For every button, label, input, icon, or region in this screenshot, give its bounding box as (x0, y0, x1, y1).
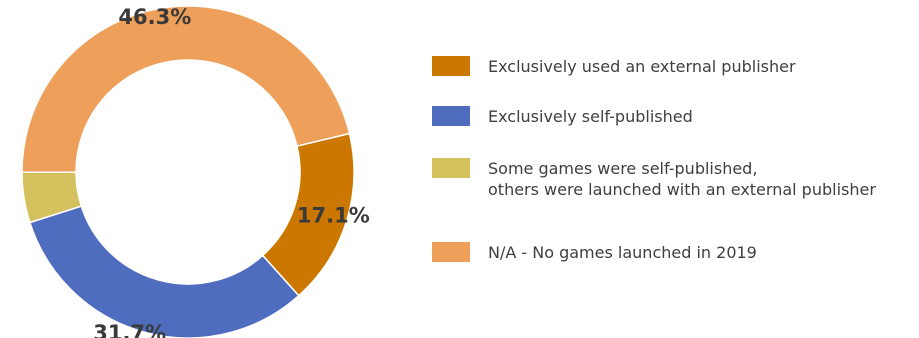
legend-item-mixed: Some games were self-published, others w… (432, 158, 876, 200)
legend-item-self-published: Exclusively self-published (432, 106, 693, 127)
legend-item-external-publisher: Exclusively used an external publisher (432, 56, 796, 77)
legend-swatch-self-published (432, 106, 470, 126)
legend-label-none-launched: N/A - No games launched in 2019 (488, 243, 757, 262)
legend-swatch-none-launched (432, 242, 470, 262)
legend-label-self-published: Exclusively self-published (488, 107, 693, 126)
data-label-none-launched: 46.3% (118, 5, 191, 29)
donut-slice-self-published (28, 205, 300, 338)
legend-item-none-launched: N/A - No games launched in 2019 (432, 242, 757, 263)
legend-swatch-mixed (432, 158, 470, 178)
legend-swatch-external-publisher (432, 56, 470, 76)
legend-label-mixed: Some games were self-published, others w… (488, 159, 876, 199)
donut-slice-none-launched (21, 5, 351, 173)
data-label-self-published: 31.7% (93, 321, 166, 338)
legend-label-external-publisher: Exclusively used an external publisher (488, 57, 796, 76)
data-label-external-publisher: 17.1% (297, 204, 370, 228)
